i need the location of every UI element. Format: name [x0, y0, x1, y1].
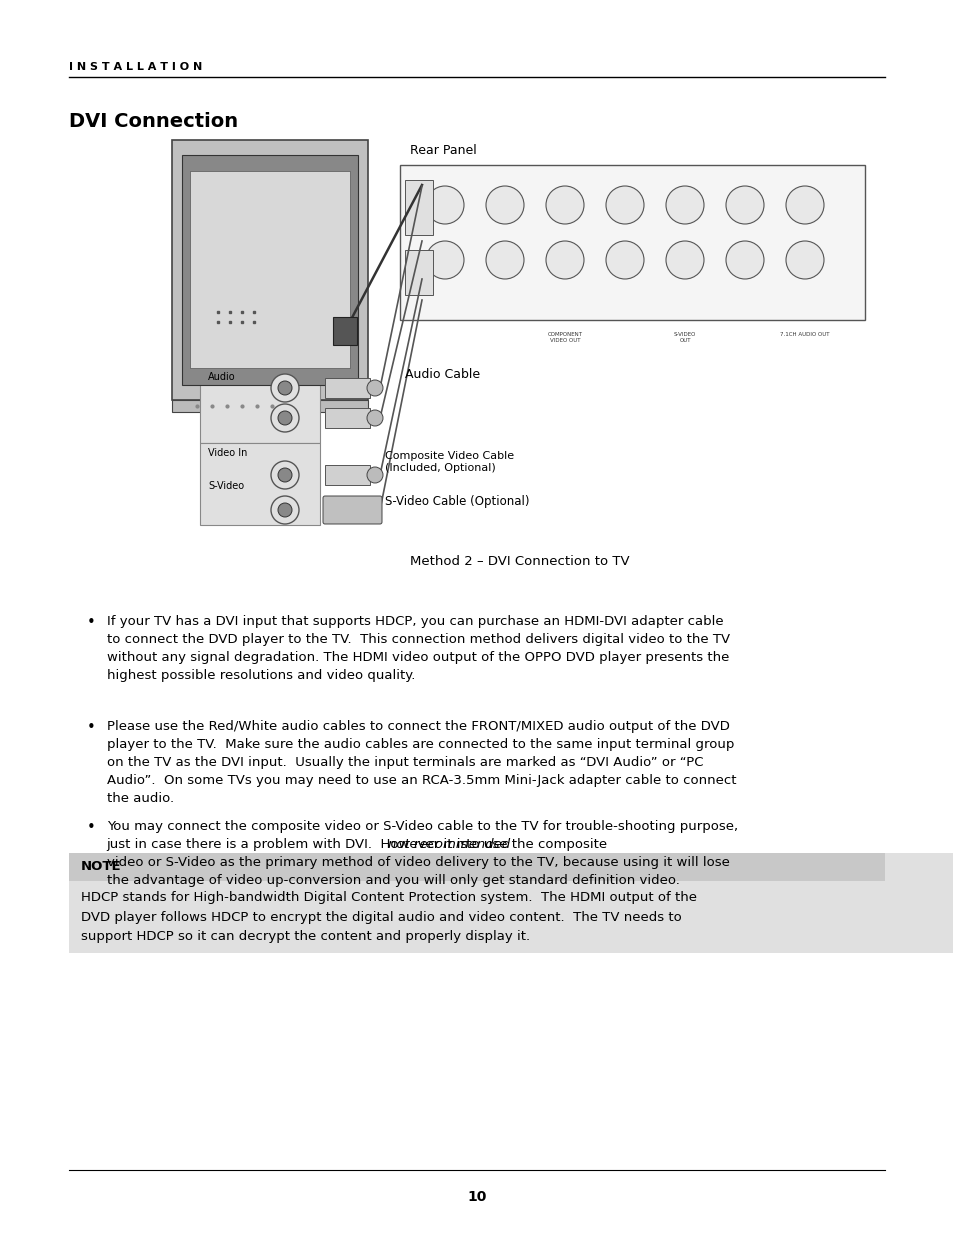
Circle shape: [426, 186, 463, 224]
Ellipse shape: [225, 421, 314, 438]
FancyBboxPatch shape: [172, 400, 368, 412]
Text: S-Video Cable (Optional): S-Video Cable (Optional): [385, 495, 529, 508]
FancyBboxPatch shape: [405, 180, 433, 235]
Circle shape: [545, 241, 583, 279]
Circle shape: [367, 380, 382, 396]
Circle shape: [426, 241, 463, 279]
Text: If your TV has a DVI input that supports HDCP, you can purchase an HDMI-DVI adap: If your TV has a DVI input that supports…: [107, 615, 722, 629]
Text: DVI: DVI: [208, 354, 225, 366]
Text: to connect the DVD player to the TV.  This connection method delivers digital vi: to connect the DVD player to the TV. Thi…: [107, 632, 729, 646]
FancyBboxPatch shape: [325, 408, 370, 429]
Circle shape: [485, 241, 523, 279]
Text: the advantage of video up-conversion and you will only get standard definition v: the advantage of video up-conversion and…: [107, 873, 679, 887]
Text: DVI: DVI: [208, 275, 225, 285]
Text: Method 2 – DVI Connection to TV: Method 2 – DVI Connection to TV: [410, 555, 629, 568]
Circle shape: [271, 374, 298, 403]
FancyBboxPatch shape: [208, 300, 268, 329]
Circle shape: [367, 467, 382, 483]
Text: NOTE: NOTE: [81, 861, 121, 873]
Circle shape: [545, 186, 583, 224]
Circle shape: [785, 241, 823, 279]
Text: DVD player follows HDCP to encrypt the digital audio and video content.  The TV : DVD player follows HDCP to encrypt the d…: [81, 910, 680, 924]
Text: not recommended: not recommended: [388, 837, 510, 851]
Text: highest possible resolutions and video quality.: highest possible resolutions and video q…: [107, 668, 415, 682]
Text: Please use the Red/White audio cables to connect the FRONT/MIXED audio output of: Please use the Red/White audio cables to…: [107, 720, 729, 734]
FancyBboxPatch shape: [190, 170, 350, 368]
FancyBboxPatch shape: [325, 378, 370, 398]
Text: Audio”.  On some TVs you may need to use an RCA-3.5mm Mini-Jack adapter cable to: Audio”. On some TVs you may need to use …: [107, 773, 736, 787]
Text: •: •: [87, 615, 95, 630]
Text: Audio Cable: Audio Cable: [405, 368, 479, 382]
Circle shape: [277, 411, 292, 425]
FancyBboxPatch shape: [200, 350, 319, 443]
Text: I N S T A L L A T I O N: I N S T A L L A T I O N: [69, 62, 202, 72]
Text: support HDCP so it can decrypt the content and properly display it.: support HDCP so it can decrypt the conte…: [81, 930, 529, 944]
Circle shape: [665, 186, 703, 224]
Circle shape: [277, 382, 292, 395]
Text: S-VIDEO
OUT: S-VIDEO OUT: [673, 332, 696, 343]
Text: You may connect the composite video or S-Video cable to the TV for trouble-shoot: You may connect the composite video or S…: [107, 820, 737, 832]
Circle shape: [271, 496, 298, 524]
Text: 7.1CH AUDIO OUT: 7.1CH AUDIO OUT: [780, 332, 829, 337]
Circle shape: [485, 186, 523, 224]
FancyBboxPatch shape: [323, 496, 381, 524]
Text: •: •: [87, 820, 95, 835]
Text: COMPONENT
VIDEO OUT: COMPONENT VIDEO OUT: [547, 332, 582, 343]
Text: video or S-Video as the primary method of video delivery to the TV, because usin: video or S-Video as the primary method o…: [107, 856, 729, 868]
Text: player to the TV.  Make sure the audio cables are connected to the same input te: player to the TV. Make sure the audio ca…: [107, 737, 733, 751]
Circle shape: [725, 186, 763, 224]
Text: HDCP stands for High-bandwidth Digital Content Protection system.  The HDMI outp: HDCP stands for High-bandwidth Digital C…: [81, 890, 696, 904]
Text: the audio.: the audio.: [107, 792, 173, 805]
Circle shape: [665, 241, 703, 279]
Circle shape: [605, 186, 643, 224]
FancyBboxPatch shape: [200, 270, 319, 350]
Text: 10: 10: [467, 1191, 486, 1204]
Text: on the TV as the DVI input.  Usually the input terminals are marked as “DVI Audi: on the TV as the DVI input. Usually the …: [107, 756, 702, 769]
Text: Audio: Audio: [208, 372, 235, 382]
Circle shape: [785, 186, 823, 224]
FancyBboxPatch shape: [325, 466, 370, 485]
FancyBboxPatch shape: [69, 853, 953, 953]
Text: Composite Video Cable
(Included, Optional): Composite Video Cable (Included, Optiona…: [385, 452, 514, 473]
Text: HDMI - DVI
Cable: HDMI - DVI Cable: [281, 200, 349, 228]
Text: without any signal degradation. The HDMI video output of the OPPO DVD player pre: without any signal degradation. The HDMI…: [107, 651, 728, 664]
Text: Video In: Video In: [208, 448, 247, 458]
FancyBboxPatch shape: [405, 249, 433, 295]
FancyBboxPatch shape: [252, 400, 288, 429]
Text: just in case there is a problem with DVI.  However it is: just in case there is a problem with DVI…: [107, 837, 472, 851]
Text: to use the composite: to use the composite: [462, 837, 607, 851]
Circle shape: [271, 461, 298, 489]
Circle shape: [605, 241, 643, 279]
Circle shape: [367, 410, 382, 426]
Circle shape: [277, 468, 292, 482]
FancyBboxPatch shape: [69, 853, 884, 881]
Text: •: •: [87, 720, 95, 735]
FancyBboxPatch shape: [272, 300, 302, 329]
Circle shape: [277, 503, 292, 517]
FancyBboxPatch shape: [333, 317, 356, 345]
Text: S-Video: S-Video: [208, 480, 244, 492]
FancyBboxPatch shape: [399, 165, 864, 320]
FancyBboxPatch shape: [182, 156, 357, 385]
Circle shape: [725, 241, 763, 279]
Text: Rear Panel: Rear Panel: [410, 144, 476, 157]
Circle shape: [271, 404, 298, 432]
FancyBboxPatch shape: [172, 140, 368, 400]
Text: DVI Connection: DVI Connection: [69, 112, 237, 131]
FancyBboxPatch shape: [200, 443, 319, 525]
